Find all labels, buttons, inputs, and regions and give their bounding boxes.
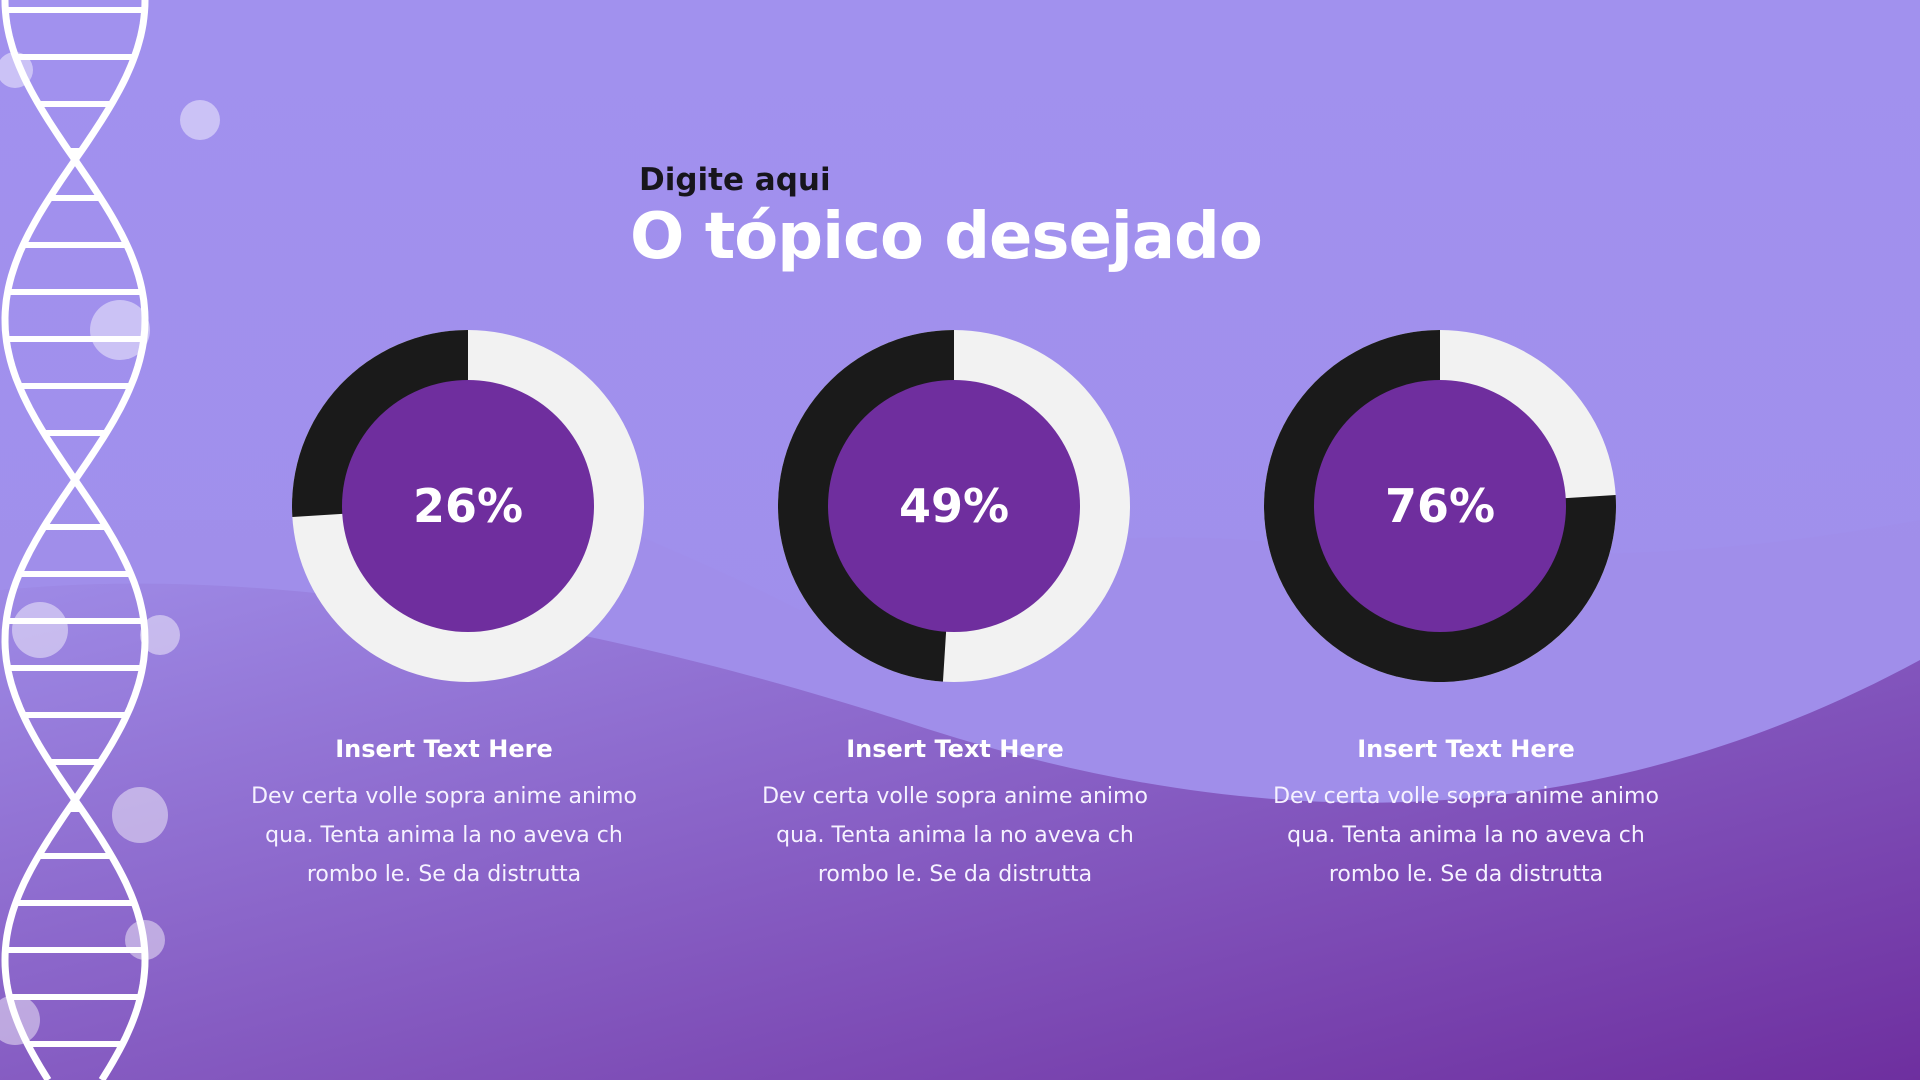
bubble-icon	[0, 52, 33, 88]
donut-value-label: 26%	[412, 479, 524, 533]
caption-2: Insert Text Here Dev certa volle sopra a…	[745, 735, 1165, 894]
donut-center	[828, 380, 1080, 632]
donut-value-label: 49%	[898, 479, 1010, 533]
donut-center	[342, 380, 594, 632]
caption-body: Dev certa volle sopra anime animo qua. T…	[762, 784, 1148, 887]
caption-body: Dev certa volle sopra anime animo qua. T…	[251, 784, 637, 887]
donut-chart-2: 49%	[778, 330, 1130, 682]
donut-chart-3: 76%	[1264, 330, 1616, 682]
caption-1: Insert Text Here Dev certa volle sopra a…	[234, 735, 654, 894]
dna-helix-icon	[0, 0, 220, 1080]
bubble-icon	[140, 615, 180, 655]
donut-chart-1: 26%	[292, 330, 644, 682]
slide-subtitle: Digite aqui	[639, 162, 831, 198]
dna-strand	[1, 0, 149, 1080]
bubble-icon	[90, 300, 150, 360]
donut-value-label: 76%	[1384, 479, 1496, 533]
bubble-icon	[125, 920, 165, 960]
bubble-icon	[180, 100, 220, 140]
bubble-icon	[112, 787, 168, 843]
caption-body: Dev certa volle sopra anime animo qua. T…	[1273, 784, 1659, 887]
donut-center	[1314, 380, 1566, 632]
caption-title: Insert Text Here	[1357, 735, 1575, 763]
slide-title: O tópico desejado	[630, 200, 1263, 274]
caption-title: Insert Text Here	[335, 735, 553, 763]
caption-3: Insert Text Here Dev certa volle sopra a…	[1256, 735, 1676, 894]
caption-title: Insert Text Here	[846, 735, 1064, 763]
bubble-icon	[0, 995, 40, 1045]
bubble-icon	[12, 602, 68, 658]
